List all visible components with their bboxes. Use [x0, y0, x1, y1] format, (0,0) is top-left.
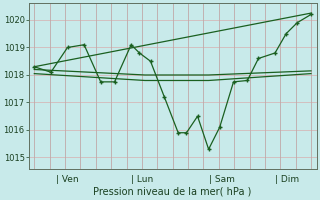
X-axis label: Pression niveau de la mer( hPa ): Pression niveau de la mer( hPa ) [93, 187, 252, 197]
